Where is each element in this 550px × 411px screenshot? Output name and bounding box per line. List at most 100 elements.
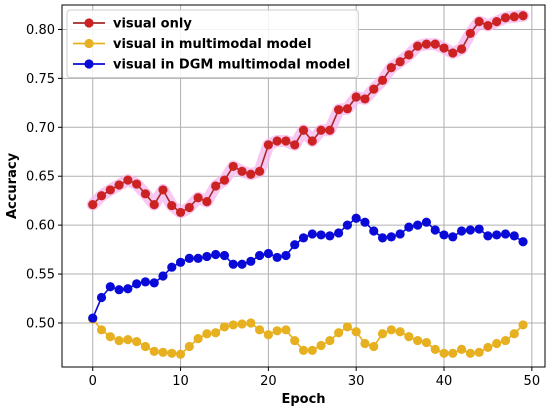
data-point — [413, 220, 423, 230]
y-tick-label: 0.60 — [26, 219, 55, 234]
legend-marker — [84, 18, 94, 28]
data-point — [158, 271, 168, 281]
data-point — [421, 39, 432, 49]
data-point — [492, 230, 502, 240]
series-group — [86, 9, 530, 359]
data-point — [254, 250, 265, 261]
data-point — [316, 125, 326, 135]
data-point — [430, 344, 440, 354]
data-point — [369, 341, 379, 352]
data-point — [307, 345, 317, 355]
data-point — [342, 104, 353, 114]
data-point — [237, 166, 247, 176]
data-point — [316, 230, 326, 240]
data-point — [421, 217, 432, 227]
data-point — [140, 277, 151, 287]
y-axis-label: Accuracy — [5, 152, 20, 219]
data-point — [149, 278, 159, 288]
data-point — [509, 12, 519, 22]
data-point — [342, 220, 353, 230]
data-point — [413, 335, 423, 346]
data-point — [211, 249, 221, 260]
data-point — [483, 342, 493, 353]
data-point — [465, 225, 475, 235]
data-point — [193, 253, 203, 263]
data-point — [360, 217, 370, 227]
data-point — [281, 325, 291, 335]
data-point — [175, 257, 186, 267]
data-point — [483, 231, 493, 241]
data-point — [219, 250, 230, 261]
data-point — [254, 166, 265, 176]
data-point — [219, 175, 230, 185]
data-point — [237, 319, 247, 329]
data-point — [193, 334, 203, 344]
x-axis-label: Epoch — [281, 392, 325, 407]
data-point — [114, 285, 124, 295]
data-point — [281, 250, 291, 261]
data-point — [88, 313, 98, 323]
data-point — [263, 140, 273, 150]
data-point — [149, 346, 159, 356]
data-point — [149, 199, 159, 210]
data-point — [298, 345, 309, 355]
data-point — [404, 222, 414, 232]
data-point — [272, 326, 282, 336]
legend-box — [66, 9, 359, 78]
data-point — [448, 348, 458, 358]
data-point — [404, 332, 414, 342]
data-point — [307, 136, 317, 146]
data-point — [123, 175, 133, 185]
data-point — [202, 251, 212, 262]
data-point — [307, 229, 317, 239]
data-point — [500, 335, 511, 346]
data-point — [325, 335, 335, 346]
data-point — [351, 327, 361, 337]
legend-marker — [84, 38, 94, 49]
legend: visual only visual in multimodal model vis… — [66, 9, 359, 78]
legend-label: visual only — [113, 17, 192, 32]
data-point — [105, 282, 115, 292]
data-point — [439, 230, 449, 240]
data-point — [351, 213, 361, 223]
data-point — [123, 284, 133, 294]
data-point — [360, 94, 370, 104]
legend-item: visual only — [73, 17, 192, 32]
data-point — [421, 337, 432, 348]
data-point — [263, 248, 273, 259]
data-point — [395, 57, 405, 67]
legend-marker — [84, 59, 94, 69]
data-point — [211, 181, 221, 191]
data-point — [377, 75, 388, 85]
x-tick-label: 30 — [348, 374, 365, 389]
data-point — [474, 17, 484, 27]
data-point — [395, 229, 405, 239]
data-point — [456, 44, 467, 54]
data-point — [448, 232, 458, 242]
data-point — [439, 348, 449, 358]
series-3 — [88, 213, 528, 323]
data-point — [395, 327, 405, 337]
data-point — [263, 330, 273, 340]
legend-item: visual in multimodal model — [73, 37, 311, 52]
data-point — [123, 335, 133, 345]
data-point — [325, 231, 335, 241]
data-point — [96, 292, 107, 303]
data-point — [500, 13, 511, 23]
data-point — [334, 228, 344, 238]
data-point — [246, 318, 256, 328]
y-tick-label: 0.75 — [26, 72, 55, 87]
data-point — [202, 197, 212, 207]
data-point — [88, 199, 98, 210]
data-point — [132, 179, 142, 189]
x-tick-label: 50 — [524, 374, 541, 389]
legend-label: visual in DGM multimodal model — [113, 58, 350, 73]
data-point — [492, 17, 502, 27]
data-point — [140, 341, 151, 352]
axis-ticks: 0 10 20 30 40 50 0.50 0.55 0.60 0.65 0.70 0.75 0.80 — [26, 23, 540, 389]
data-point — [518, 11, 528, 21]
data-point — [351, 92, 361, 102]
data-point — [500, 229, 511, 239]
data-point — [272, 136, 282, 146]
